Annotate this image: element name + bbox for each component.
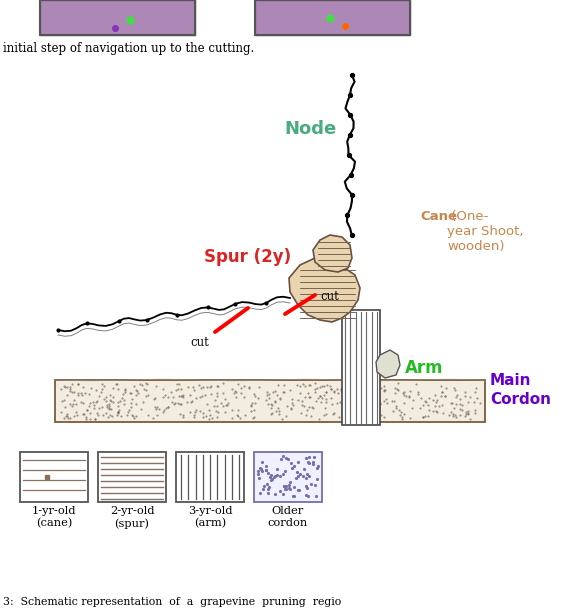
Text: 2-yr-old: 2-yr-old [110, 506, 154, 516]
Bar [255, 0, 410, 35]
Text: (spur): (spur) [114, 518, 149, 529]
Bar [176, 452, 244, 502]
Text: (One-
year Shoot,
wooden): (One- year Shoot, wooden) [447, 210, 523, 253]
Text: Node: Node [284, 120, 336, 138]
Text: cut: cut [190, 336, 209, 349]
Polygon shape [289, 258, 360, 322]
Text: 1-yr-old: 1-yr-old [32, 506, 76, 516]
Text: Spur (2y): Spur (2y) [204, 248, 292, 266]
Bar [98, 452, 166, 502]
Text: (cane): (cane) [36, 518, 72, 528]
Bar [254, 452, 322, 502]
Text: (arm): (arm) [194, 518, 226, 528]
Polygon shape [376, 350, 400, 378]
Text: cordon: cordon [268, 518, 308, 528]
Text: 3-yr-old: 3-yr-old [188, 506, 232, 516]
Text: Arm: Arm [405, 359, 443, 377]
Text: cut: cut [320, 290, 339, 303]
Bar [20, 452, 88, 502]
Text: Older: Older [272, 506, 304, 516]
Text: initial step of navigation up to the cutting.: initial step of navigation up to the cut… [3, 42, 254, 55]
Bar [342, 310, 380, 425]
Text: Cane: Cane [420, 210, 457, 223]
Polygon shape [313, 235, 352, 272]
Bar [255, 0, 410, 35]
Text: 3:  Schematic representation  of  a  grapevine  pruning  regio: 3: Schematic representation of a grapevi… [3, 597, 341, 607]
Text: Main
Cordon: Main Cordon [490, 373, 551, 407]
Bar [40, 0, 195, 35]
Bar [55, 380, 485, 422]
Bar [40, 0, 195, 35]
